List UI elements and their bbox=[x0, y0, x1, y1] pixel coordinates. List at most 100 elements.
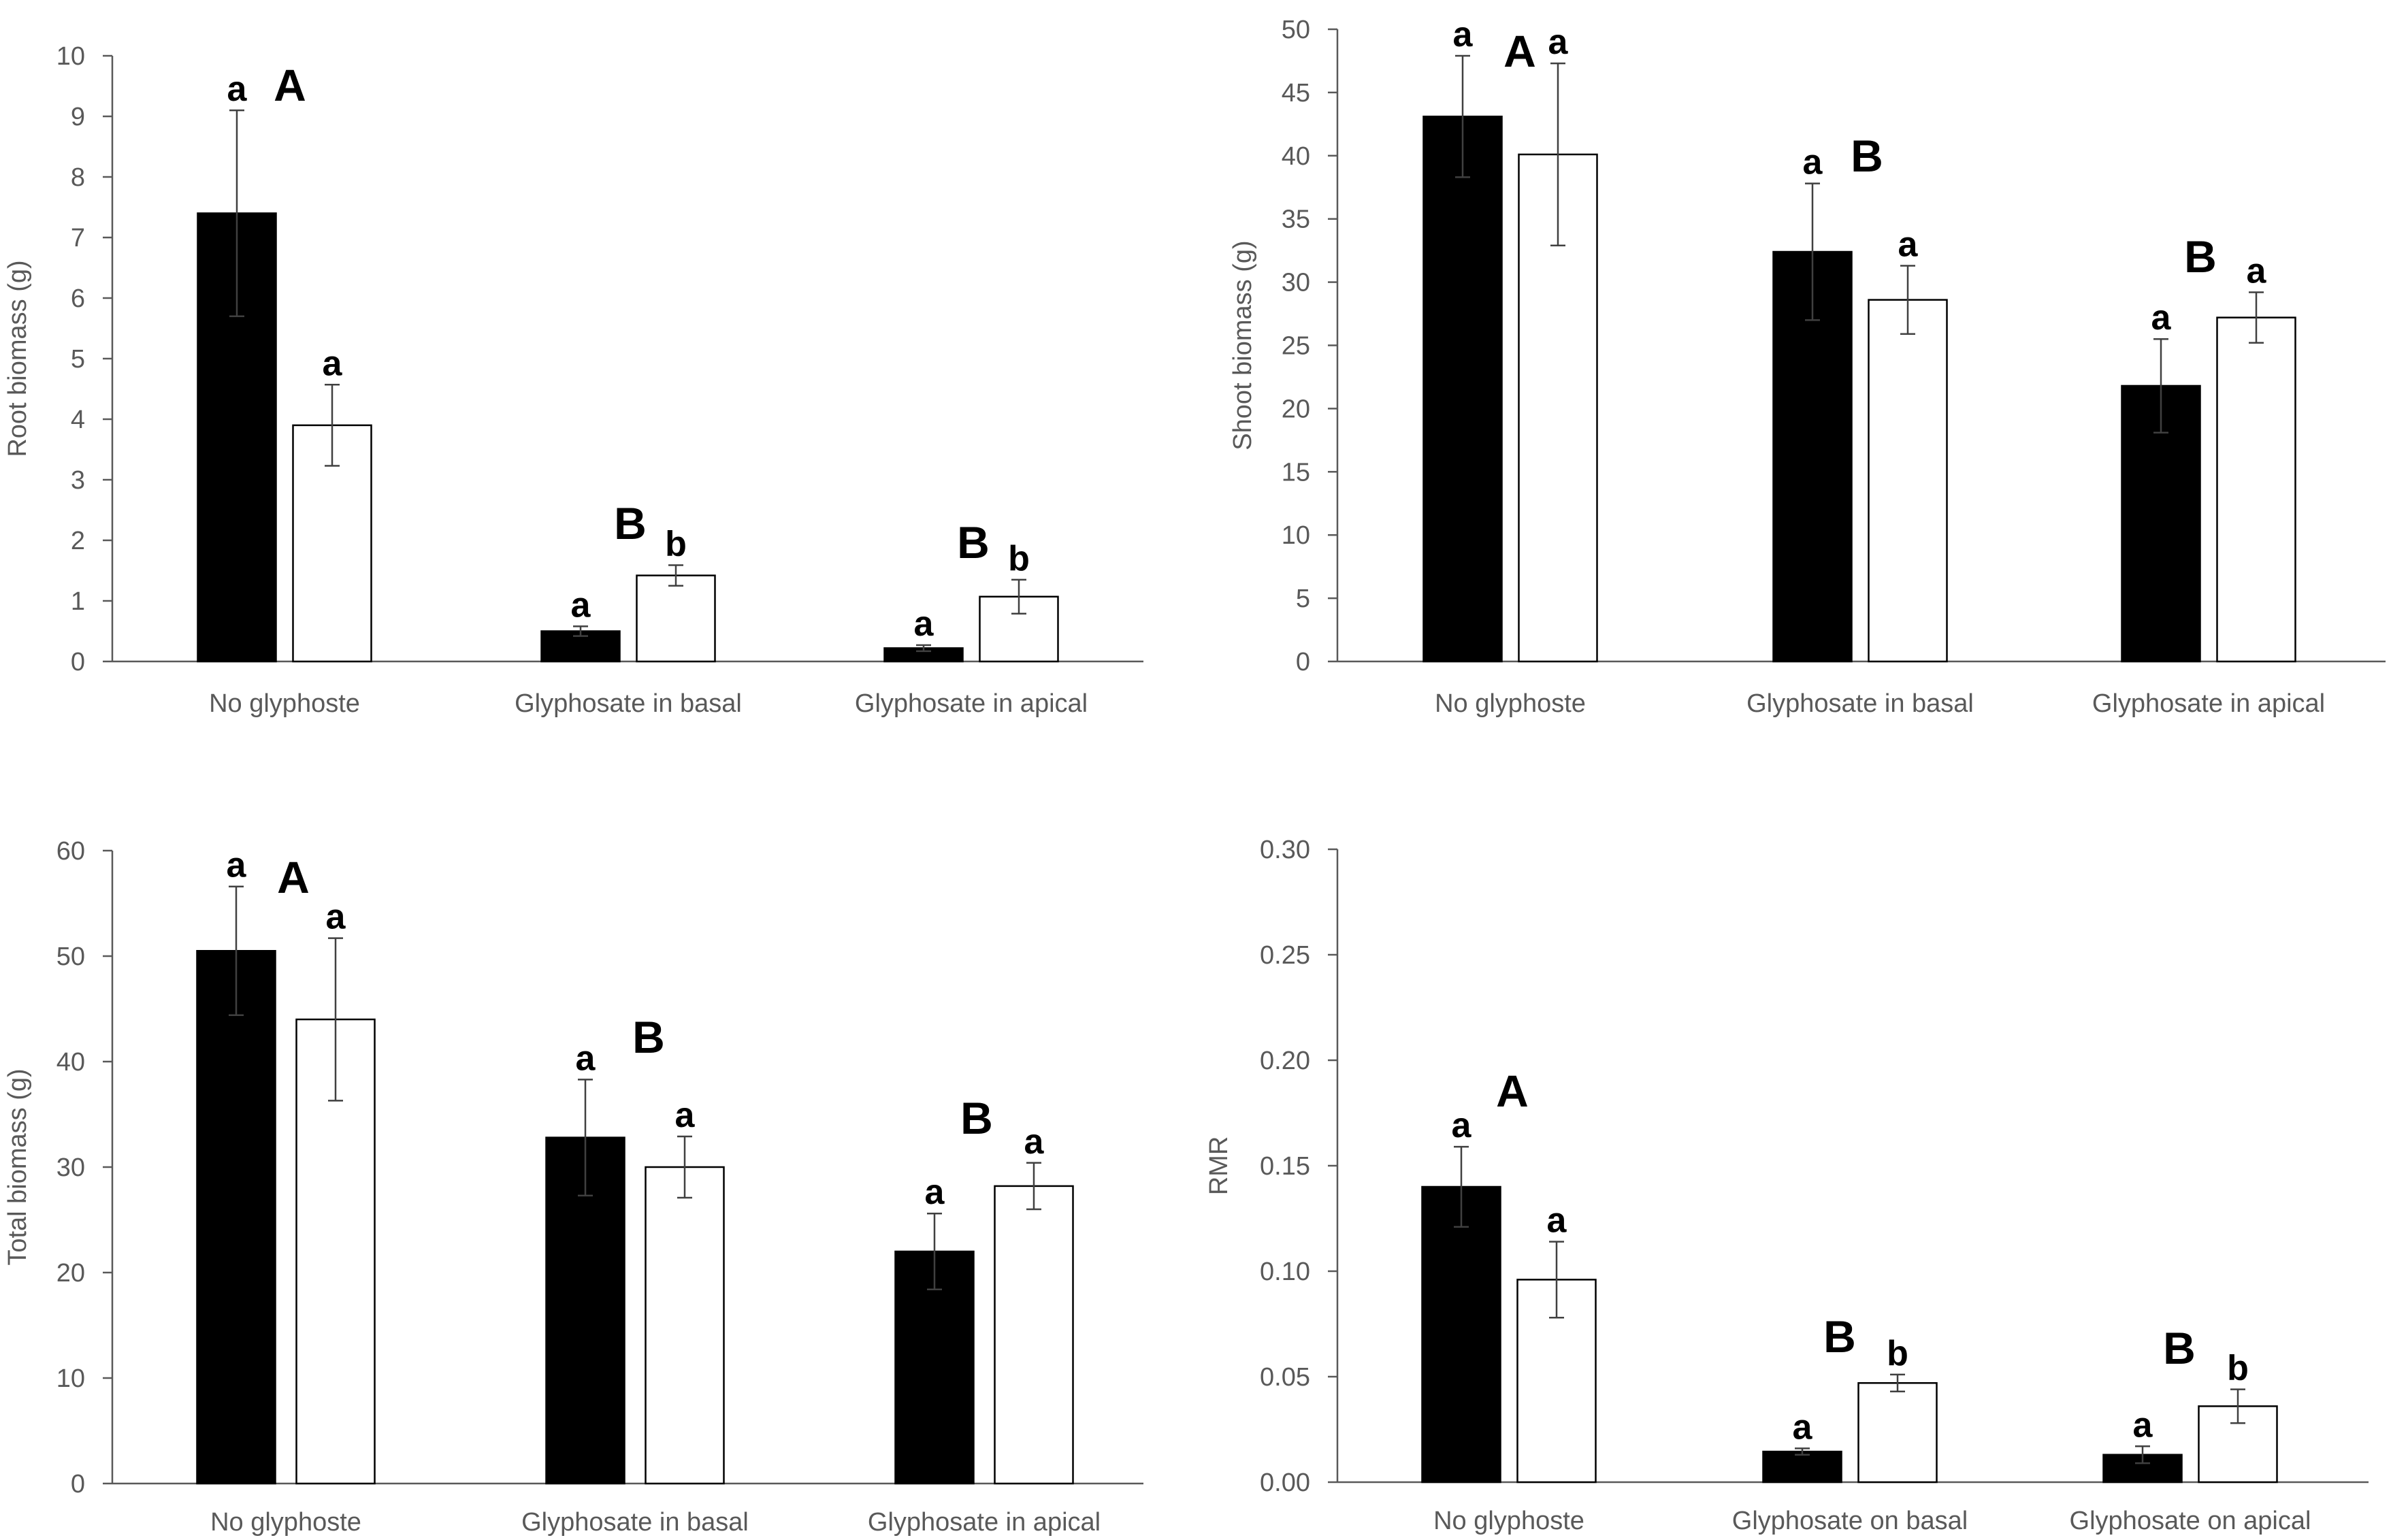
y-tick-label: 2 bbox=[71, 527, 85, 555]
y-tick-label: 6 bbox=[71, 284, 85, 313]
group-significance-letter: B bbox=[1823, 1311, 1856, 1362]
group-significance-letter: B bbox=[960, 1093, 993, 1143]
significance-letter: a bbox=[1452, 1106, 1472, 1145]
y-tick-label: 40 bbox=[56, 1048, 85, 1077]
y-tick-label: 20 bbox=[56, 1259, 85, 1288]
significance-letter: b bbox=[2227, 1349, 2249, 1388]
x-category-label: No glyphoste bbox=[210, 1508, 361, 1537]
y-axis-title: Root biomass (g) bbox=[3, 260, 32, 457]
significance-letter: a bbox=[1793, 1407, 1813, 1447]
panel-shoot-biomass: 0 5 10 15 20 25 30 35 40 45 50 Shoot biomass (g) a a N… bbox=[1229, 15, 2386, 718]
panel-total-biomass: 0 10 20 30 40 50 60 Total biomass (g) a a No glyph… bbox=[3, 837, 1143, 1537]
y-tick-label: 0.20 bbox=[1260, 1047, 1310, 1075]
bar-dark-1 bbox=[1762, 1450, 1842, 1484]
panel-rmr: 0.00 0.05 0.10 0.15 0.20 0.25 0.30 RMR a a No glyp… bbox=[1205, 836, 2369, 1535]
significance-letter: a bbox=[571, 585, 591, 625]
y-tick-label: 0 bbox=[1296, 648, 1310, 676]
group-significance-letter: A bbox=[1503, 26, 1536, 76]
y-tick-label: 10 bbox=[56, 1364, 85, 1393]
y-tick-label: 30 bbox=[1282, 269, 1310, 297]
significance-letter: a bbox=[1453, 15, 1474, 54]
significance-letter: a bbox=[2247, 251, 2267, 291]
significance-letter: a bbox=[1803, 143, 1823, 182]
x-category-label: Glyphosate on apical bbox=[2070, 1507, 2311, 1535]
y-tick-label: 35 bbox=[1282, 206, 1310, 234]
significance-letter: a bbox=[323, 344, 343, 383]
group-significance-letter: B bbox=[2184, 231, 2217, 282]
group-significance-letter: B bbox=[632, 1012, 665, 1062]
y-tick-label: 30 bbox=[56, 1153, 85, 1182]
y-tick-label: 0.15 bbox=[1260, 1152, 1310, 1181]
significance-letter: b bbox=[1887, 1334, 1908, 1373]
bar-light-1 bbox=[1857, 1382, 1938, 1484]
bar-light-2 bbox=[2216, 316, 2296, 663]
significance-letter: a bbox=[1898, 225, 1919, 264]
y-tick-label: 0.00 bbox=[1260, 1469, 1310, 1497]
x-category-label: Glyphosate in basal bbox=[515, 689, 742, 718]
significance-letter: a bbox=[326, 898, 346, 937]
x-category-label: Glyphosate in basal bbox=[521, 1508, 749, 1537]
y-tick-label: 7 bbox=[71, 224, 85, 252]
y-tick-label: 10 bbox=[1282, 521, 1310, 550]
significance-letter: a bbox=[925, 1173, 945, 1212]
bar-light-1 bbox=[1868, 299, 1948, 663]
y-tick-label: 25 bbox=[1282, 332, 1310, 361]
y-tick-label: 50 bbox=[56, 943, 85, 971]
y-tick-label: 0 bbox=[71, 648, 85, 676]
y-tick-label: 0.10 bbox=[1260, 1258, 1310, 1286]
group-significance-letter: A bbox=[277, 852, 310, 902]
bar-dark-2 bbox=[894, 1250, 975, 1485]
y-tick-label: 0 bbox=[71, 1470, 85, 1498]
y-tick-label: 9 bbox=[71, 103, 85, 131]
group-significance-letter: A bbox=[274, 60, 306, 110]
group-significance-letter: B bbox=[957, 517, 990, 568]
significance-letter: b bbox=[665, 524, 687, 563]
x-category-label: Glyphosate in apical bbox=[855, 689, 1088, 718]
y-tick-label: 0.05 bbox=[1260, 1363, 1310, 1392]
y-tick-label: 0.30 bbox=[1260, 836, 1310, 864]
significance-letter: a bbox=[2151, 298, 2172, 338]
y-axis-title: Shoot biomass (g) bbox=[1229, 240, 1257, 450]
y-axis-title: RMR bbox=[1205, 1136, 1233, 1196]
bar-dark-0 bbox=[1421, 1185, 1501, 1484]
bar-light-1 bbox=[636, 574, 716, 663]
significance-letter: a bbox=[1547, 1201, 1567, 1241]
significance-letter: b bbox=[1008, 539, 1030, 578]
significance-letter: a bbox=[675, 1096, 696, 1135]
significance-letter: a bbox=[2133, 1405, 2153, 1445]
y-tick-label: 50 bbox=[1282, 16, 1310, 44]
group-significance-letter: B bbox=[2163, 1323, 2196, 1373]
x-category-label: No glyphoste bbox=[209, 689, 360, 718]
y-tick-label: 15 bbox=[1282, 458, 1310, 487]
significance-letter: a bbox=[914, 604, 934, 644]
bar-light-1 bbox=[645, 1166, 725, 1485]
x-category-label: No glyphoste bbox=[1435, 689, 1586, 718]
y-tick-label: 0.25 bbox=[1260, 941, 1310, 970]
bar-light-2 bbox=[994, 1185, 1074, 1485]
y-tick-label: 3 bbox=[71, 466, 85, 495]
x-category-label: Glyphosate on basal bbox=[1732, 1507, 1968, 1535]
significance-letter: a bbox=[1024, 1122, 1045, 1162]
x-category-label: Glyphosate in apical bbox=[2092, 689, 2325, 718]
bar-dark-0 bbox=[196, 950, 276, 1485]
y-tick-label: 4 bbox=[71, 406, 85, 434]
x-category-label: Glyphosate in apical bbox=[868, 1508, 1101, 1537]
significance-letter: a bbox=[227, 69, 248, 109]
bar-dark-0 bbox=[1422, 115, 1503, 663]
panel-root-biomass: 0 1 2 3 4 5 6 7 8 9 10 Root biomass (g) a a No glyphos… bbox=[3, 42, 1143, 718]
y-tick-label: 45 bbox=[1282, 79, 1310, 108]
y-tick-label: 20 bbox=[1282, 395, 1310, 423]
y-tick-label: 5 bbox=[1296, 585, 1310, 613]
x-category-label: Glyphosate in basal bbox=[1746, 689, 1974, 718]
y-tick-label: 8 bbox=[71, 163, 85, 192]
group-significance-letter: A bbox=[1496, 1066, 1529, 1116]
y-tick-label: 10 bbox=[56, 42, 85, 71]
y-tick-label: 5 bbox=[71, 345, 85, 374]
y-tick-label: 40 bbox=[1282, 142, 1310, 171]
y-axis-title: Total biomass (g) bbox=[3, 1068, 32, 1265]
group-significance-letter: B bbox=[1851, 131, 1883, 181]
significance-letter: a bbox=[227, 846, 247, 885]
significance-letter: a bbox=[1548, 22, 1569, 62]
y-tick-label: 1 bbox=[71, 587, 85, 616]
